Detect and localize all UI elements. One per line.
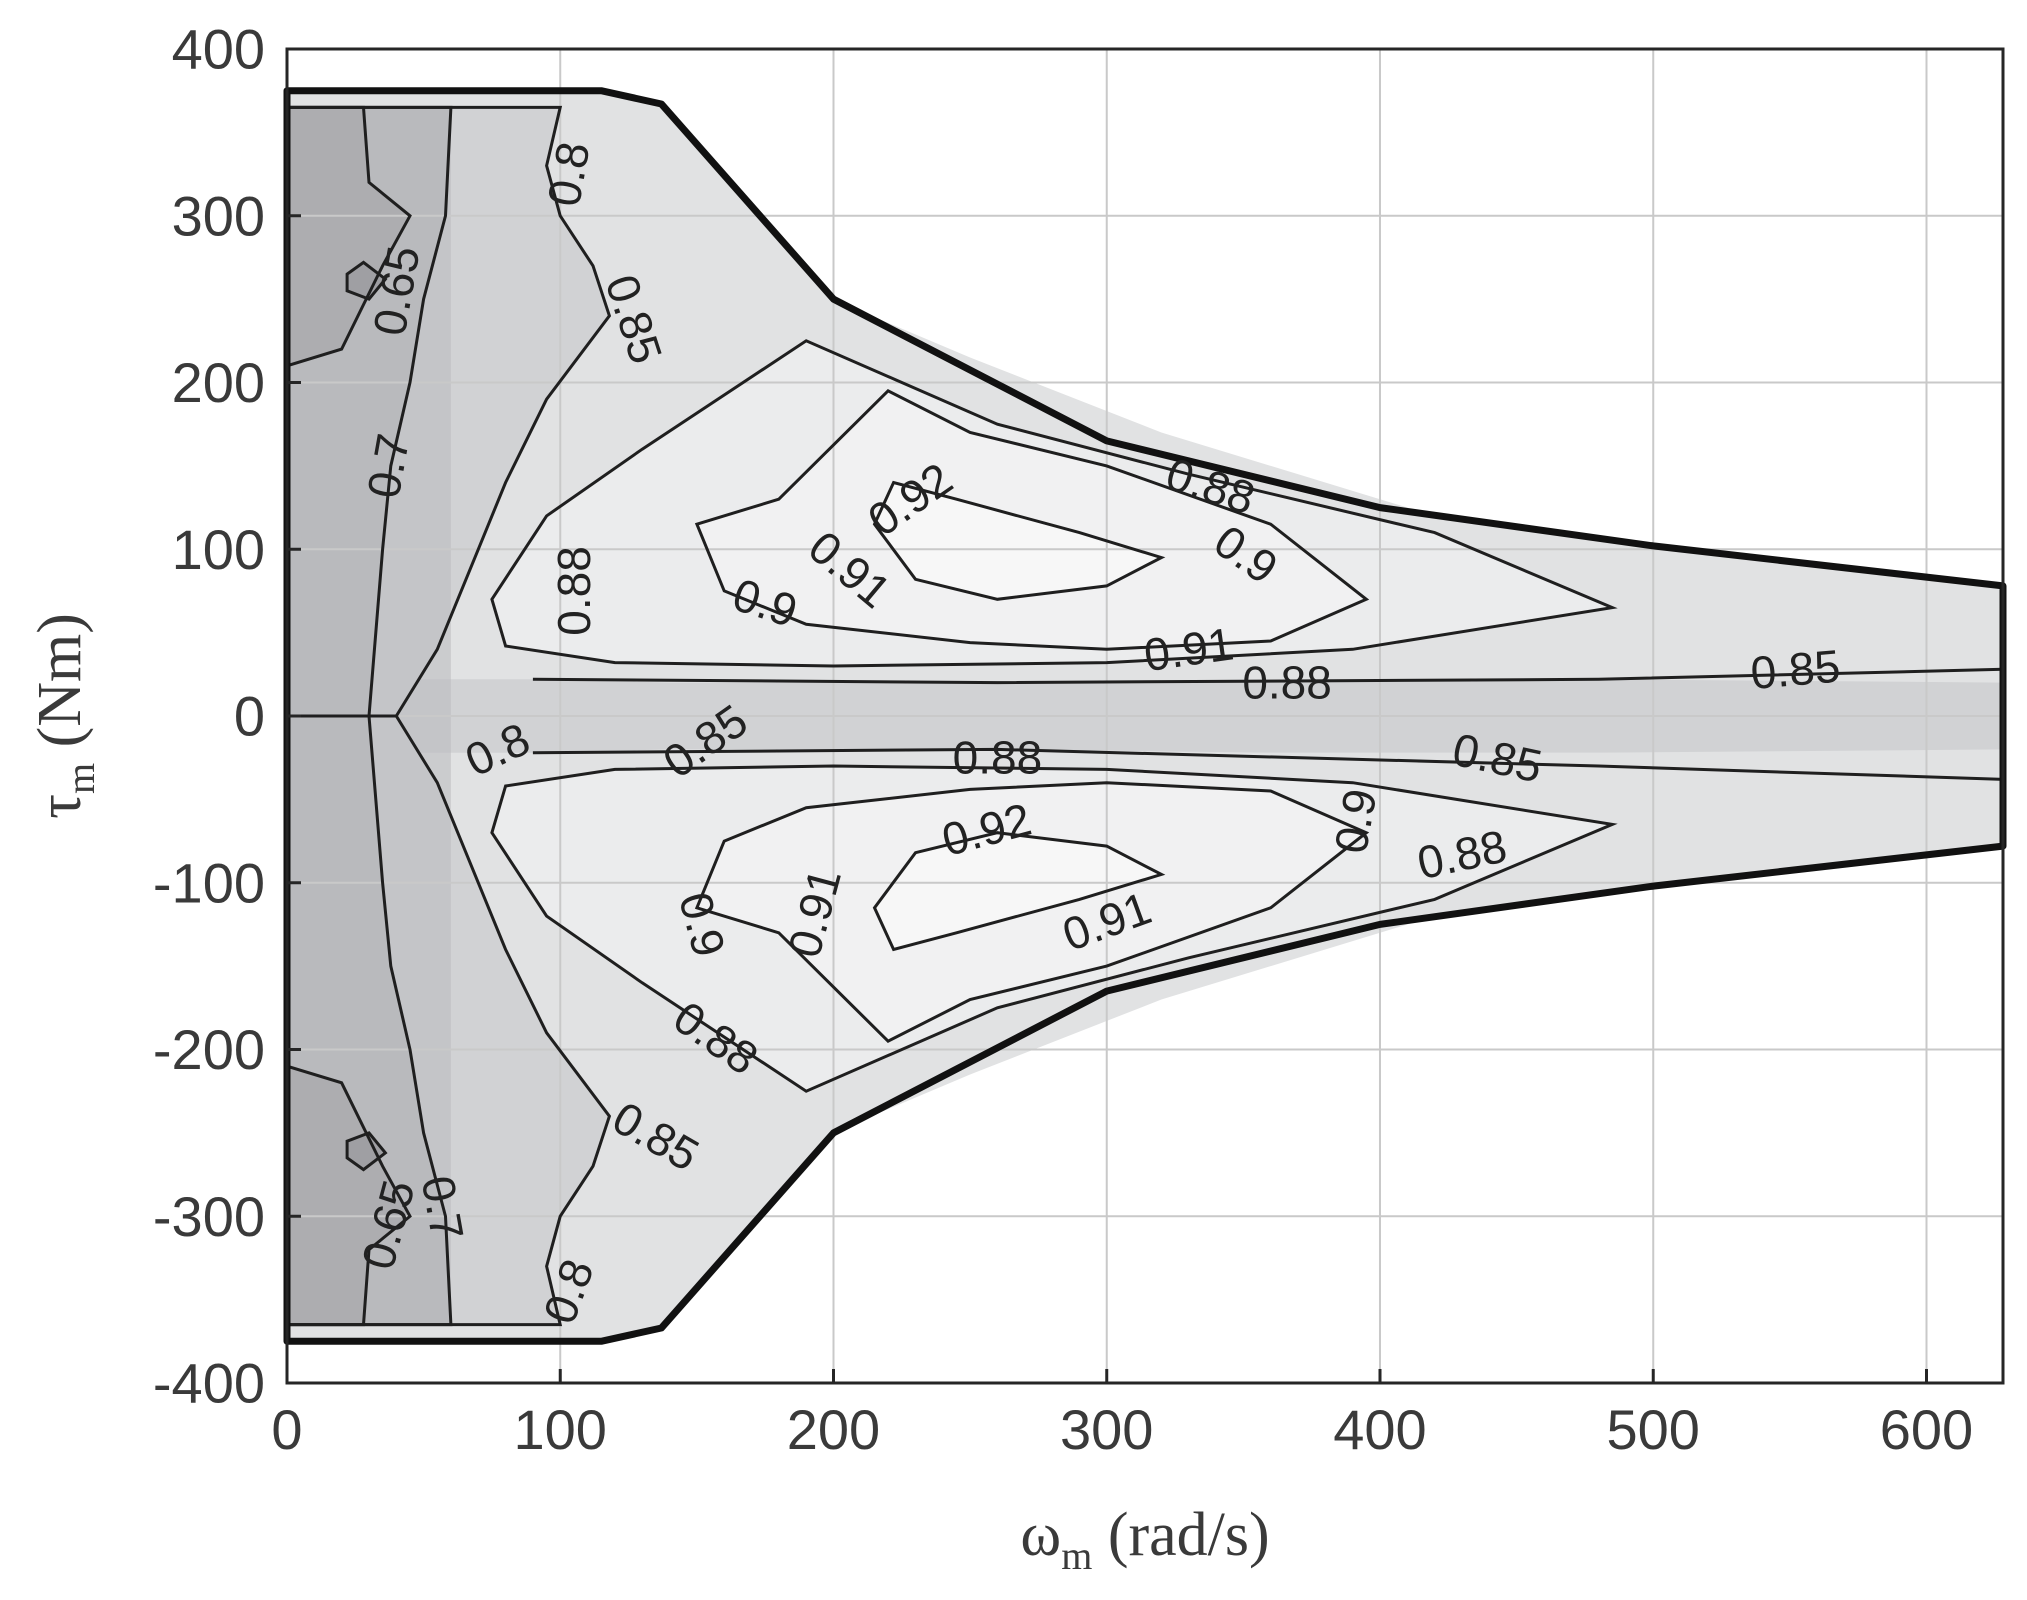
contour-0.65-upper (285, 105, 412, 368)
x-axis-label: ωm (rad/s) (1020, 1501, 1269, 1578)
contour-label-26: 0.7 (412, 1172, 474, 1244)
contour-0.88-lower (490, 764, 1618, 1093)
grid-layer (287, 49, 2003, 1383)
contour-0.6-upper (345, 260, 388, 301)
x-tick-label-400: 400 (1333, 1398, 1426, 1461)
y-tick-label-0: 0 (234, 685, 265, 748)
contour-0.85-upper (532, 667, 2004, 685)
contour-0.9-upper (694, 388, 1370, 651)
region-above-0.92-upper (874, 482, 1162, 600)
contour-label-1: 0.7 (357, 430, 419, 502)
contour-0.8-lower (285, 714, 612, 1327)
x-tick-label-500: 500 (1607, 1398, 1700, 1461)
region-above-0.92-lower (874, 832, 1162, 950)
y-tick-label-400: 400 (172, 18, 265, 81)
y-axis-symbol: τ (26, 794, 94, 819)
x-axis-symbol: ω (1020, 1501, 1061, 1569)
y-tick-label--300: -300 (153, 1185, 265, 1248)
contour-label-15: 0.88 (953, 732, 1043, 784)
y-tick-label-100: 100 (172, 518, 265, 581)
contour-label-10: 0.91 (1141, 617, 1237, 681)
x-tick-label-600: 600 (1880, 1398, 1973, 1461)
tick-layer: 0 100 200 300 400 500 600 400 300 200 100 0 -100 -200… (153, 18, 1973, 1462)
y-axis-label: τm (Nm) (26, 613, 103, 819)
contour-0.9-lower (694, 781, 1370, 1044)
x-axis-unit: (rad/s) (1092, 1501, 1269, 1569)
y-tick-label--400: -400 (153, 1352, 265, 1415)
contour-0.88-upper (490, 339, 1618, 668)
contour-label-2: 0.8 (537, 138, 599, 210)
x-tick-label-300: 300 (1060, 1398, 1153, 1461)
x-tick-label-200: 200 (787, 1398, 880, 1461)
contour-label-11: 0.88 (1242, 657, 1332, 709)
contour-label-12: 0.85 (1748, 640, 1842, 700)
contour-line-layer (285, 105, 2004, 1327)
contour-label-4: 0.88 (548, 546, 600, 636)
y-axis-unit: (Nm) (26, 613, 94, 763)
x-tick-label-100: 100 (514, 1398, 607, 1461)
x-axis-subscript: m (1061, 1533, 1092, 1578)
contour-0.85-lower (532, 747, 2004, 781)
contour-0.6-lower (345, 1131, 388, 1172)
x-tick-label-0: 0 (271, 1398, 302, 1461)
y-tick-label--200: -200 (153, 1018, 265, 1081)
contour-0.92-lower (872, 831, 1166, 952)
contour-label-18: 0.9 (1324, 785, 1386, 857)
contour-0.65-lower (285, 1064, 412, 1327)
y-tick-label--100: -100 (153, 851, 265, 914)
y-tick-label-300: 300 (172, 184, 265, 247)
y-axis-subscript: m (58, 763, 103, 794)
contour-0.92-upper (872, 480, 1166, 601)
y-tick-label-200: 200 (172, 351, 265, 414)
